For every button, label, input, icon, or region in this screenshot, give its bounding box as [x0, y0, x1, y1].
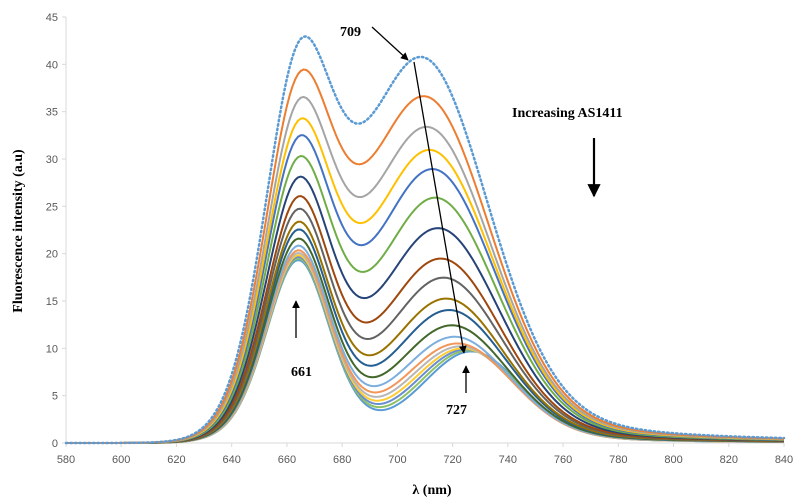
annotations: 709 661 727 Increasing AS1411: [291, 25, 623, 418]
y-tick-label: 45: [46, 12, 58, 24]
y-tick-label: 25: [46, 201, 58, 213]
series-line: [66, 220, 785, 444]
annotation-661: 661: [291, 365, 312, 380]
annotation-727: 727: [446, 403, 467, 418]
x-tick-label: 680: [333, 454, 351, 466]
x-tick-label: 740: [499, 454, 517, 466]
series-line: [66, 175, 785, 444]
axes: 0 5 10 15 20 25 30 35 40 45 580 600 620 640 660 680 700 7…: [46, 12, 793, 466]
series-line: [66, 207, 785, 444]
series-line: [66, 117, 785, 444]
arrow-shift: [413, 61, 467, 354]
series-line: [66, 155, 785, 444]
series-lines: [64, 35, 786, 445]
x-tick-label: 640: [223, 454, 241, 466]
x-tick-label: 760: [554, 454, 572, 466]
x-tick-label: 700: [388, 454, 406, 466]
y-tick-label: 10: [46, 343, 58, 355]
y-tick-label: 40: [46, 59, 58, 71]
series-line: [66, 95, 785, 444]
y-tick-label: 20: [46, 249, 58, 261]
x-tick-label: 720: [443, 454, 461, 466]
x-tick-label: 820: [720, 454, 738, 466]
y-tick-label: 15: [46, 296, 58, 308]
x-tick-label: 800: [664, 454, 682, 466]
series-line-dotted: [64, 35, 786, 445]
x-tick-label: 780: [609, 454, 627, 466]
annotation-709: 709: [340, 25, 361, 40]
y-tick-label: 0: [52, 438, 58, 450]
annotation-increasing: Increasing AS1411: [512, 106, 623, 121]
x-tick-label: 840: [775, 454, 793, 466]
y-axis-title: Fluorescence intensity (a.u): [11, 149, 26, 313]
series-line: [66, 249, 785, 444]
series-line: [66, 134, 785, 444]
series-line: [66, 251, 785, 444]
x-tick-label: 620: [167, 454, 185, 466]
series-line: [66, 244, 785, 444]
series-line: [66, 237, 785, 444]
x-axis-title: λ (nm): [412, 483, 451, 498]
y-tick-label: 30: [46, 154, 58, 166]
arrow-709: [371, 26, 409, 61]
x-tick-label: 660: [278, 454, 296, 466]
y-tick-label: 5: [52, 391, 58, 403]
x-tick-label: 580: [57, 454, 75, 466]
x-tick-label: 600: [112, 454, 130, 466]
y-tick-label: 35: [46, 107, 58, 119]
series-line: [66, 259, 785, 444]
